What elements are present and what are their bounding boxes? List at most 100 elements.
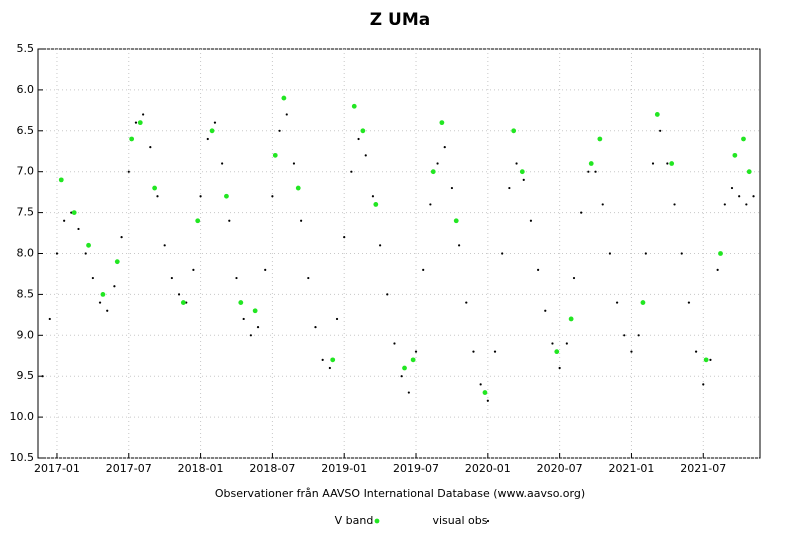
visual-obs-point <box>414 350 418 353</box>
v-band-point <box>373 202 379 207</box>
visual-obs-point <box>41 375 44 378</box>
visual-obs-point <box>666 162 669 165</box>
v-band-point <box>360 128 366 134</box>
y-tick-label: 7.0 <box>17 165 35 178</box>
visual-obs-point <box>371 195 375 198</box>
y-tick-label: 9.5 <box>17 369 35 382</box>
visual-obs-point <box>235 276 238 280</box>
legend-label: visual obs <box>432 514 487 527</box>
visual-obs-point <box>623 334 626 337</box>
x-axis-label: Observationer från AAVSO International D… <box>215 487 585 500</box>
v-band-point <box>152 185 158 191</box>
visual-obs-point <box>91 276 94 280</box>
visual-obs-point <box>170 276 173 280</box>
visual-obs-point <box>587 170 590 173</box>
visual-obs-point <box>343 236 346 239</box>
visual-obs-point <box>307 276 310 280</box>
visual-obs-point <box>55 252 59 255</box>
visual-obs-point <box>63 219 66 222</box>
visual-obs-point <box>594 170 597 173</box>
visual-obs-point <box>443 146 446 149</box>
v-band-point <box>703 357 709 363</box>
legend-marker <box>486 519 490 523</box>
v-band-point <box>195 218 201 224</box>
y-tick-label: 10.5 <box>10 451 35 464</box>
x-tick-label: 2020-01 <box>465 462 511 475</box>
visual-obs-point <box>149 146 152 149</box>
v-band-point <box>295 185 301 191</box>
visual-obs-point <box>529 219 533 222</box>
v-band-point <box>281 95 287 101</box>
x-tick-label: 2021-01 <box>608 462 654 475</box>
x-tick-label: 2019-07 <box>393 462 439 475</box>
visual-obs-point <box>486 399 489 402</box>
v-band-point <box>209 128 215 134</box>
v-band-point <box>554 349 560 355</box>
y-tick-label: 8.5 <box>17 287 35 300</box>
visual-obs-point <box>213 121 217 124</box>
visual-obs-point <box>615 301 619 304</box>
visual-obs-point <box>565 342 568 345</box>
visual-obs-point <box>77 227 80 231</box>
visual-obs-point <box>458 244 461 247</box>
visual-obs-point <box>422 268 425 271</box>
v-band-point <box>640 300 646 305</box>
visual-obs-point <box>242 317 245 321</box>
visual-obs-point <box>716 268 719 271</box>
visual-obs-point <box>651 162 655 165</box>
visual-obs-point <box>127 170 130 173</box>
visual-obs-point <box>673 203 676 206</box>
visual-obs-point <box>522 178 525 181</box>
v-band-point <box>58 177 64 183</box>
v-band-point <box>129 136 135 142</box>
visual-obs-point <box>637 334 640 337</box>
v-band-point <box>100 292 106 297</box>
visual-obs-point <box>379 244 382 247</box>
visual-obs-point <box>256 326 260 329</box>
visual-obs-point <box>177 293 181 296</box>
visual-obs-point <box>709 358 712 361</box>
visual-obs-point <box>694 350 698 353</box>
x-tick-label: 2020-07 <box>537 462 583 475</box>
v-band-point <box>654 112 660 117</box>
visual-obs-point <box>572 276 576 280</box>
visual-obs-point <box>558 366 561 370</box>
visual-obs-point <box>278 129 281 132</box>
v-band-point <box>746 169 752 175</box>
visual-obs-point <box>192 268 195 271</box>
visual-obs-point <box>730 186 734 190</box>
v-band-point <box>588 161 594 166</box>
y-tick-label: 8.0 <box>17 247 35 260</box>
v-band-point <box>114 259 120 265</box>
visual-obs-point <box>493 350 497 353</box>
visual-obs-point <box>321 358 324 361</box>
visual-obs-point <box>249 334 252 337</box>
visual-obs-point <box>386 293 389 296</box>
v-band-point <box>519 169 525 175</box>
visual-obs-point <box>264 268 267 271</box>
v-band-point <box>597 136 603 142</box>
visual-obs-point <box>738 195 741 198</box>
visual-obs-point <box>472 350 475 353</box>
visual-obs-point <box>113 285 116 288</box>
legend-marker <box>374 518 380 524</box>
visual-obs-point <box>723 203 726 206</box>
visual-obs-point <box>84 252 87 255</box>
visual-obs-point <box>680 252 683 255</box>
visual-obs-point <box>357 137 360 141</box>
v-band-point <box>669 161 675 166</box>
v-band-point <box>252 308 258 314</box>
visual-obs-point <box>551 342 554 345</box>
visual-obs-point <box>702 383 705 386</box>
x-tick-label: 2021-07 <box>680 462 726 475</box>
visual-obs-point <box>48 317 51 321</box>
x-tick-label: 2017-01 <box>34 462 80 475</box>
visual-obs-point <box>407 391 410 394</box>
visual-obs-point <box>580 211 583 214</box>
visual-obs-point <box>221 162 224 165</box>
visual-obs-point <box>328 366 331 370</box>
visual-obs-point <box>142 113 145 116</box>
visual-obs-point <box>163 244 166 247</box>
v-band-point <box>430 169 436 175</box>
